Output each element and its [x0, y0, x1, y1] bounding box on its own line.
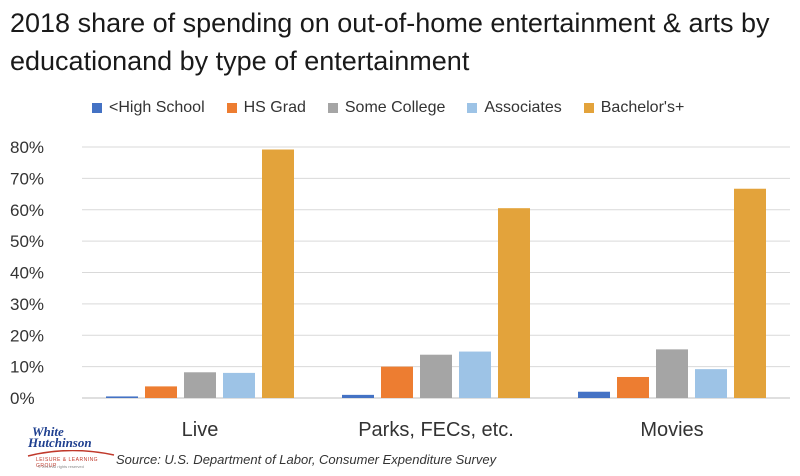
legend-label: Some College: [344, 99, 446, 116]
bar: [459, 351, 491, 398]
legend-item: Some College: [327, 99, 446, 117]
legend-label: Associates: [484, 99, 562, 116]
logo-copyright: © 2019 All rights reserved: [38, 464, 84, 469]
x-category-label: Live: [182, 419, 219, 441]
chart-title: 2018 share of spending on out-of-home en…: [10, 8, 770, 76]
legend-swatch: [226, 103, 237, 113]
y-tick-label: 30%: [10, 295, 44, 314]
bar: [342, 394, 374, 398]
bar: [498, 208, 530, 398]
y-tick-label: 80%: [10, 138, 44, 157]
y-tick-label: 40%: [10, 264, 44, 283]
y-tick-label: 20%: [10, 326, 44, 345]
legend-label: HS Grad: [243, 99, 306, 116]
y-tick-label: 0%: [10, 389, 35, 408]
bar: [223, 372, 255, 398]
bar: [420, 354, 452, 398]
legend-item: HS Grad: [226, 99, 306, 117]
legend-item: Associates: [467, 99, 562, 117]
legend-swatch: [467, 103, 478, 113]
legend-swatch: [327, 103, 338, 113]
y-tick-label: 10%: [10, 358, 44, 377]
bar: [106, 396, 138, 398]
x-category-label: Parks, FECs, etc.: [358, 419, 514, 441]
bar: [617, 376, 649, 398]
bar: [695, 369, 727, 398]
logo-swoosh-icon: [27, 450, 115, 457]
white-hutchinson-logo: White Hutchinson LEISURE & LEARNING GROU…: [26, 424, 118, 469]
bar: [656, 349, 688, 398]
legend-swatch: [92, 103, 102, 113]
bar: [734, 188, 766, 398]
y-tick-label: 70%: [10, 169, 44, 188]
y-tick-label: 50%: [10, 232, 44, 251]
bar: [184, 372, 216, 398]
x-category-label: Movies: [640, 419, 703, 441]
source-note: Source: U.S. Department of Labor, Consum…: [116, 452, 497, 467]
legend-item: Bachelor's+: [583, 99, 685, 117]
y-tick-label: 60%: [10, 201, 44, 220]
legend-label: Bachelor's+: [600, 99, 685, 116]
logo-line2: Hutchinson: [28, 435, 92, 450]
logo-line1: White: [32, 424, 64, 439]
bar: [145, 386, 177, 398]
legend-label: <High School: [109, 99, 205, 116]
legend: <High School HS Grad Some College Associate…: [92, 98, 706, 118]
bar: [262, 149, 294, 398]
bar: [578, 391, 610, 398]
bar: [381, 366, 413, 398]
legend-item: <High School: [92, 99, 205, 117]
legend-swatch: [583, 103, 594, 113]
logo-tagline: LEISURE & LEARNING GROUP: [36, 457, 99, 469]
